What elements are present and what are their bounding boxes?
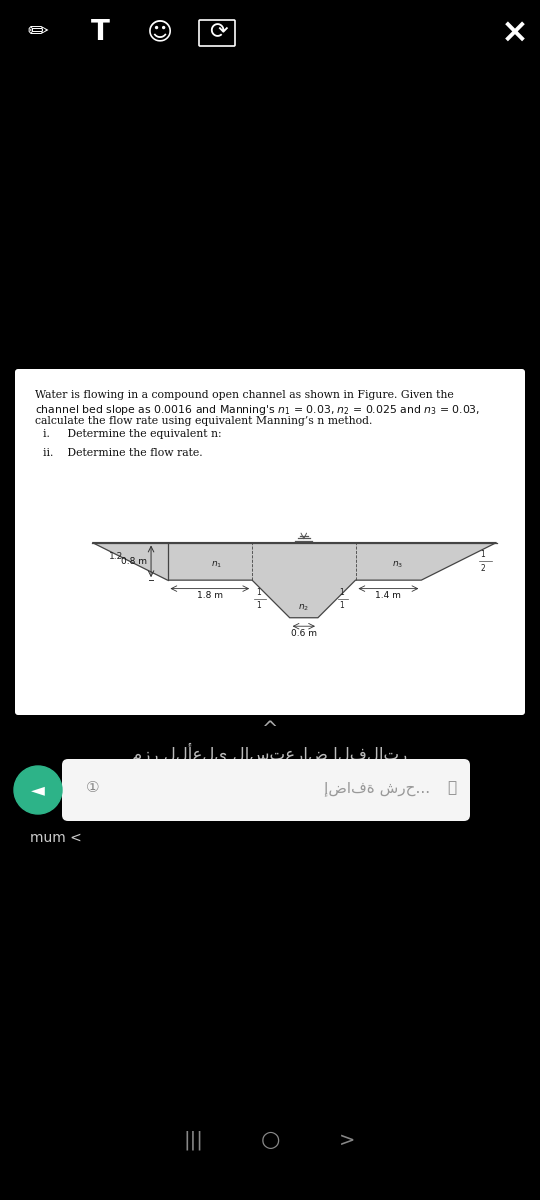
Text: 1.4 m: 1.4 m	[375, 592, 401, 600]
Text: 0.8 m: 0.8 m	[122, 557, 147, 566]
Text: ii.    Determine the flow rate.: ii. Determine the flow rate.	[43, 448, 202, 458]
Text: $n_1$: $n_1$	[211, 560, 222, 570]
Text: ⟳: ⟳	[208, 22, 227, 42]
Text: |||: |||	[183, 1130, 203, 1150]
Text: 1: 1	[256, 588, 261, 598]
Text: 1.2: 1.2	[109, 552, 123, 560]
Text: ○: ○	[260, 1130, 280, 1150]
Text: T: T	[91, 18, 110, 46]
Text: 1.8 m: 1.8 m	[197, 592, 223, 600]
Text: ×: ×	[501, 16, 529, 48]
Text: Water is flowing in a compound open channel as shown in Figure. Given the: Water is flowing in a compound open chan…	[35, 390, 454, 400]
Text: 1: 1	[339, 588, 344, 598]
Text: ^: ^	[262, 720, 278, 739]
Text: ✏: ✏	[28, 20, 49, 44]
Text: 0.6 m: 0.6 m	[291, 629, 317, 638]
Text: $n_2$: $n_2$	[298, 602, 309, 613]
Text: إضافة شرح...: إضافة شرح...	[324, 780, 430, 796]
Text: calculate the flow rate using equivalent Manning’s n method.: calculate the flow rate using equivalent…	[35, 416, 373, 426]
Text: 1: 1	[480, 550, 485, 558]
Text: مزر للأعلى لاستعراض الفلاتر: مزر للأعلى لاستعراض الفلاتر	[132, 743, 408, 763]
Text: 1: 1	[339, 601, 344, 610]
Polygon shape	[92, 542, 496, 618]
Text: $n_3$: $n_3$	[392, 560, 403, 570]
Text: >: >	[339, 1130, 355, 1150]
Text: ☺: ☺	[147, 20, 173, 44]
Text: 1: 1	[256, 601, 261, 610]
Text: 2: 2	[480, 564, 485, 574]
FancyBboxPatch shape	[62, 758, 470, 821]
Text: 🖼: 🖼	[448, 780, 456, 796]
Circle shape	[14, 766, 62, 814]
FancyBboxPatch shape	[15, 370, 525, 715]
Text: i.     Determine the equivalent n:: i. Determine the equivalent n:	[43, 428, 221, 439]
Text: mum <: mum <	[30, 830, 82, 845]
Text: channel bed slope as 0.0016 and Manning's $n_1$ = 0.03, $n_2$ = 0.025 and $n_3$ : channel bed slope as 0.0016 and Manning'…	[35, 403, 480, 416]
Text: ①: ①	[86, 780, 100, 796]
Text: ◄: ◄	[31, 781, 45, 799]
